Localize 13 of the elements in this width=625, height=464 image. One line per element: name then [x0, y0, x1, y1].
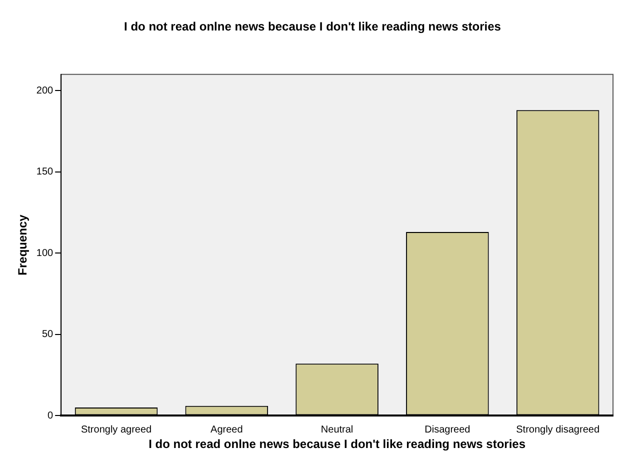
y-tick-label: 150 — [36, 166, 54, 178]
y-tick-label: 200 — [36, 85, 54, 96]
chart-title: I do not read onlne news because I don't like reading news stories — [124, 20, 502, 34]
y-axis-title: Frequency — [16, 214, 30, 276]
x-axis-title: I do not read onlne news because I don't like reading news stories — [148, 437, 526, 452]
x-tick-label: Disagreed — [424, 424, 470, 436]
y-tick-label: 0 — [48, 410, 54, 422]
y-tick-label: 100 — [36, 248, 54, 259]
x-tick-label: Agreed — [210, 424, 243, 436]
x-tick-label: Strongly agreed — [80, 424, 152, 436]
x-tick-label: Strongly disagreed — [516, 424, 600, 436]
x-tick-label: Neutral — [320, 424, 354, 436]
y-tick-label: 50 — [42, 329, 54, 340]
